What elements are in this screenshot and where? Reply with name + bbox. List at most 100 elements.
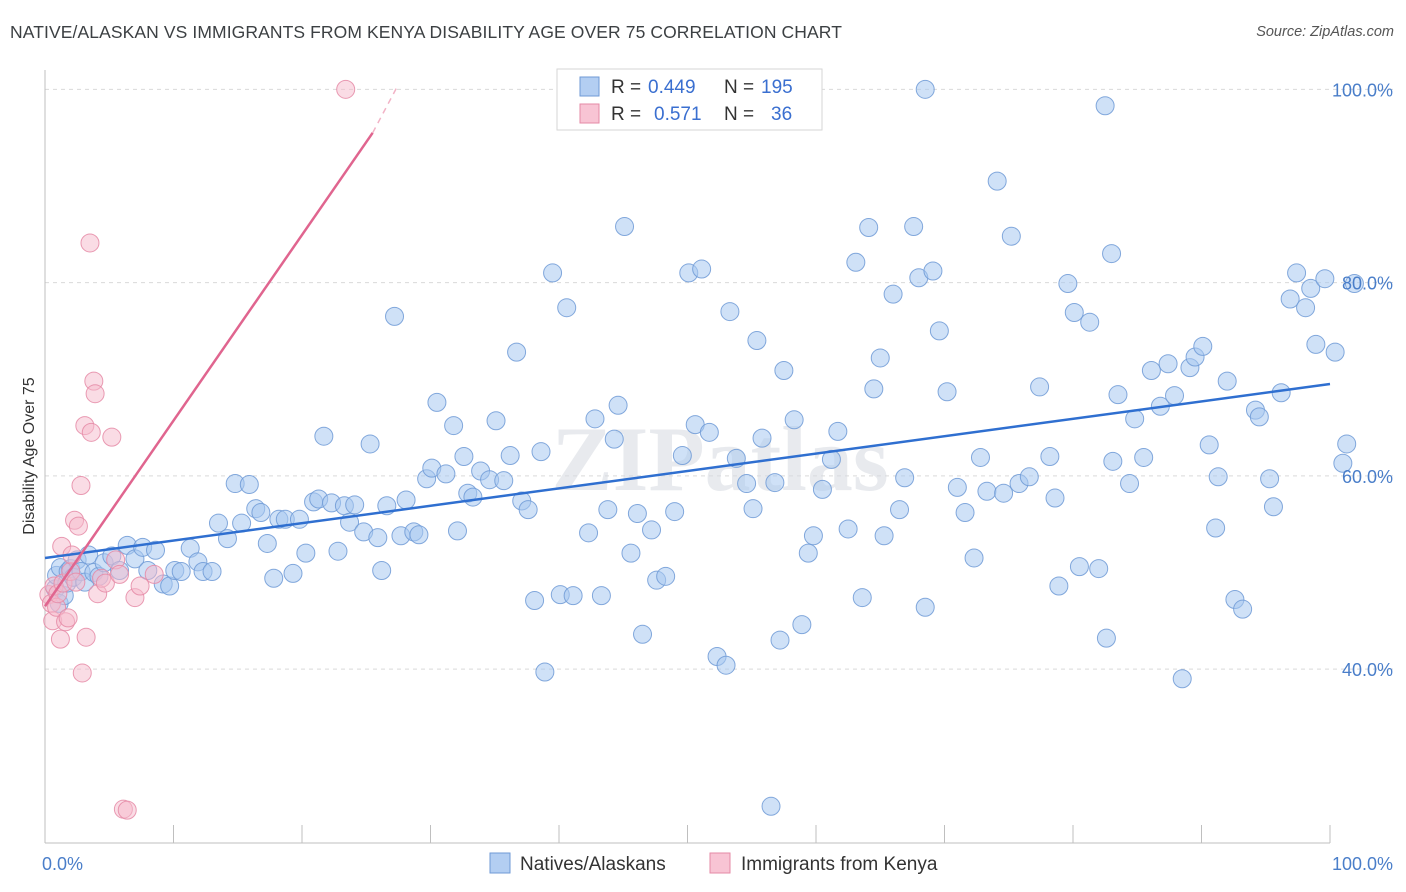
grid-lines (45, 88, 1395, 670)
point-kenya-33 (130, 576, 150, 596)
y-tick-label-2: 80.0% (1342, 274, 1393, 294)
point-natives-128 (859, 217, 879, 237)
point-natives-62 (409, 525, 429, 545)
point-natives-192 (1333, 453, 1353, 473)
point-natives-154 (1049, 576, 1069, 596)
x-tick-label-1: 100.0% (1332, 854, 1393, 874)
trend-line-kenya-extension (372, 84, 400, 134)
legend-r-value-1: 0.449 (648, 77, 696, 98)
point-kenya-19 (76, 627, 96, 647)
point-natives-44 (296, 543, 316, 563)
point-natives-83 (543, 263, 563, 283)
y-tick-label-1: 60.0% (1342, 467, 1393, 487)
point-natives-110 (737, 474, 757, 494)
point-natives-93 (615, 217, 635, 237)
point-natives-144 (970, 447, 990, 467)
bottom-legend: Natives/Alaskans Immigrants from Kenya (489, 852, 938, 875)
point-natives-130 (870, 348, 890, 368)
point-natives-165 (1134, 447, 1154, 467)
point-natives-38 (257, 533, 277, 553)
point-kenya-10 (58, 608, 78, 628)
trend-line-kenya (43, 132, 374, 607)
point-natives-37 (251, 503, 271, 523)
point-natives-116 (770, 630, 790, 650)
point-natives-147 (994, 483, 1014, 503)
point-natives-183 (1263, 497, 1283, 517)
point-natives-132 (883, 284, 903, 304)
bottom-legend-kenya: Immigrants from Kenya (741, 854, 938, 875)
point-kenya-23 (85, 384, 105, 404)
point-natives-131 (874, 526, 894, 546)
point-natives-187 (1296, 298, 1316, 318)
point-natives-71 (463, 487, 483, 507)
point-natives-169 (1165, 386, 1185, 406)
point-natives-108 (720, 302, 740, 322)
point-kenya-6 (50, 629, 70, 649)
point-natives-139 (929, 321, 949, 341)
point-natives-156 (1064, 303, 1084, 323)
point-natives-191 (1325, 342, 1345, 362)
point-natives-193 (1337, 434, 1357, 454)
source-label: Source: ZipAtlas.com (1256, 24, 1394, 40)
axes (44, 70, 1331, 844)
point-natives-31 (208, 513, 228, 533)
point-natives-127 (852, 588, 872, 608)
point-natives-55 (368, 528, 388, 548)
legend-box: R = 0.449 N = 195 R = 0.571 N = 36 (556, 68, 823, 131)
point-kenya-31 (117, 800, 137, 820)
point-natives-146 (987, 171, 1007, 191)
tick-labels: 40.0% 60.0% 80.0% 100.0% 0.0% 100.0% (42, 80, 1393, 874)
point-kenya-27 (102, 427, 122, 447)
point-natives-77 (507, 342, 527, 362)
point-natives-80 (525, 590, 545, 610)
point-natives-155 (1058, 274, 1078, 294)
trend-line-natives (44, 382, 1331, 560)
point-natives-170 (1172, 669, 1192, 689)
point-natives-113 (752, 428, 772, 448)
y-axis-label: Disability Age Over 75 (21, 377, 38, 535)
point-natives-190 (1315, 269, 1335, 289)
point-natives-81 (531, 442, 551, 462)
point-natives-66 (436, 464, 456, 484)
trend-lines (43, 84, 1331, 607)
point-natives-182 (1260, 469, 1280, 489)
point-natives-142 (955, 503, 975, 523)
point-natives-157 (1069, 557, 1089, 577)
legend-n-label-1: N = (724, 77, 754, 98)
point-kenya-35 (336, 79, 356, 99)
point-natives-101 (672, 446, 692, 466)
point-natives-65 (427, 392, 447, 412)
point-natives-52 (345, 495, 365, 515)
point-natives-68 (447, 521, 467, 541)
point-natives-87 (579, 523, 599, 543)
point-natives-35 (239, 475, 259, 495)
point-kenya-15 (68, 516, 88, 536)
point-natives-194 (1344, 274, 1364, 294)
point-natives-114 (761, 796, 781, 816)
point-natives-163 (1120, 474, 1140, 494)
point-natives-177 (1217, 371, 1237, 391)
bottom-legend-natives: Natives/Alaskans (520, 854, 666, 875)
point-natives-91 (604, 429, 624, 449)
point-natives-107 (716, 655, 736, 675)
legend-n-label-2: N = (724, 104, 754, 125)
point-natives-197 (1102, 244, 1122, 264)
point-kenya-21 (81, 422, 101, 442)
point-natives-181 (1249, 407, 1269, 427)
legend-swatch-blue (579, 76, 600, 97)
point-natives-126 (846, 252, 866, 272)
point-natives-125 (838, 519, 858, 539)
point-kenya-26 (95, 573, 115, 593)
point-kenya-17 (72, 663, 92, 683)
point-natives-161 (1103, 451, 1123, 471)
point-natives-76 (500, 446, 520, 466)
point-natives-92 (608, 395, 628, 415)
point-natives-153 (1045, 488, 1065, 508)
point-natives-166 (1141, 361, 1161, 381)
point-kenya-16 (71, 475, 91, 495)
point-natives-74 (486, 411, 506, 431)
point-natives-85 (557, 298, 577, 318)
point-natives-175 (1206, 518, 1226, 538)
point-natives-56 (372, 561, 392, 581)
